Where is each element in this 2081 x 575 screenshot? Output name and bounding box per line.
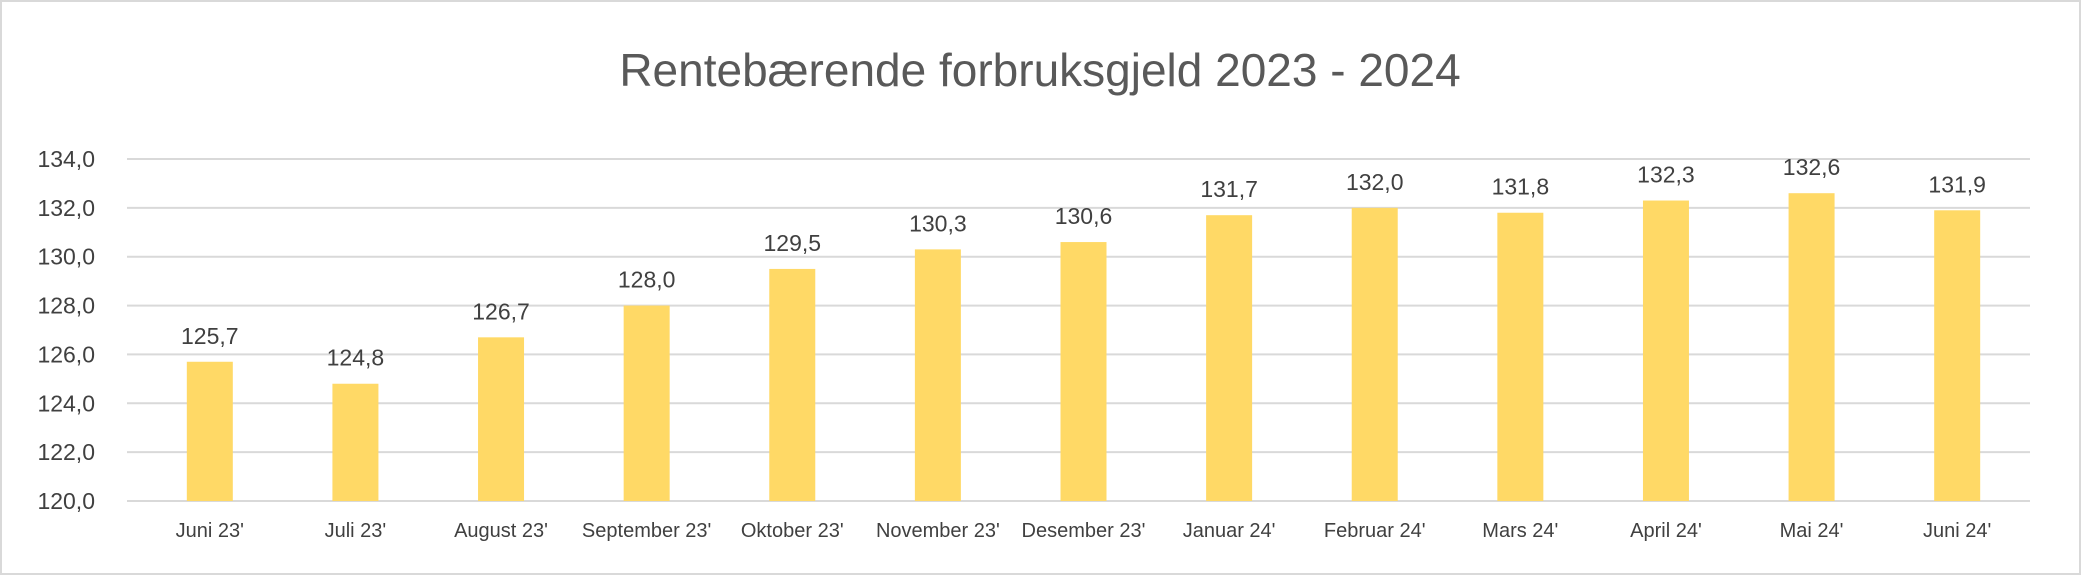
data-label: 131,9 — [1928, 171, 1986, 197]
y-tick-label: 130,0 — [37, 244, 95, 270]
bar — [332, 383, 379, 501]
bar — [914, 249, 961, 501]
x-tick-label: November 23' — [876, 520, 1000, 542]
chart-title: Rentebærende forbruksgjeld 2023 - 2024 — [619, 44, 1460, 96]
x-tick-label: Juli 23' — [325, 520, 387, 542]
bar — [1060, 242, 1107, 502]
x-tick-label: Oktober 23' — [741, 520, 844, 542]
bar — [186, 361, 233, 501]
x-tick-label: September 23' — [582, 520, 711, 542]
y-tick-label: 124,0 — [37, 390, 95, 416]
bar — [1934, 210, 1981, 502]
data-label: 131,7 — [1200, 176, 1258, 202]
x-tick-label: Januar 24' — [1183, 520, 1276, 542]
x-tick-label: April 24' — [1630, 520, 1702, 542]
y-tick-label: 122,0 — [37, 439, 95, 465]
y-tick-label: 134,0 — [37, 146, 95, 172]
x-tick-label: Mars 24' — [1482, 520, 1558, 542]
y-tick-label: 132,0 — [37, 195, 95, 221]
x-tick-label: Desember 23' — [1022, 520, 1146, 542]
bar — [1497, 212, 1544, 501]
data-labels: 125,7 124,8 126,7 128,0 129,5 130,3 130,6 131,7… — [181, 154, 1986, 371]
data-label: 132,0 — [1346, 169, 1404, 195]
bar — [478, 337, 525, 501]
data-label: 129,5 — [763, 230, 821, 256]
data-label: 128,0 — [618, 267, 676, 293]
y-axis-ticks: 120,0 122,0 124,0 126,0 128,0 130,0 132,0 134,0 — [37, 146, 95, 514]
data-label: 130,6 — [1055, 203, 1113, 229]
x-tick-label: Juni 24' — [1923, 520, 1991, 542]
y-tick-label: 120,0 — [37, 488, 95, 514]
x-tick-label: August 23' — [454, 520, 548, 542]
bar — [623, 305, 670, 501]
y-tick-label: 128,0 — [37, 293, 95, 319]
x-tick-label: Juni 23' — [176, 520, 244, 542]
y-tick-label: 126,0 — [37, 341, 95, 367]
x-axis-ticks: Juni 23' Juli 23' August 23' September 23' O… — [176, 520, 1992, 542]
x-tick-label: Februar 24' — [1324, 520, 1426, 542]
bar — [769, 268, 816, 501]
data-label: 126,7 — [472, 298, 530, 324]
data-label: 132,6 — [1783, 154, 1841, 180]
data-label: 125,7 — [181, 323, 239, 349]
bar — [1206, 215, 1253, 501]
bar — [1788, 193, 1835, 501]
data-label: 132,3 — [1637, 162, 1695, 188]
x-tick-label: Mai 24' — [1780, 520, 1844, 542]
data-label: 131,8 — [1492, 174, 1550, 200]
data-label: 124,8 — [327, 345, 385, 371]
bar — [1642, 200, 1689, 501]
data-label: 130,3 — [909, 210, 967, 236]
bar — [1351, 207, 1398, 501]
bars — [186, 193, 1981, 502]
